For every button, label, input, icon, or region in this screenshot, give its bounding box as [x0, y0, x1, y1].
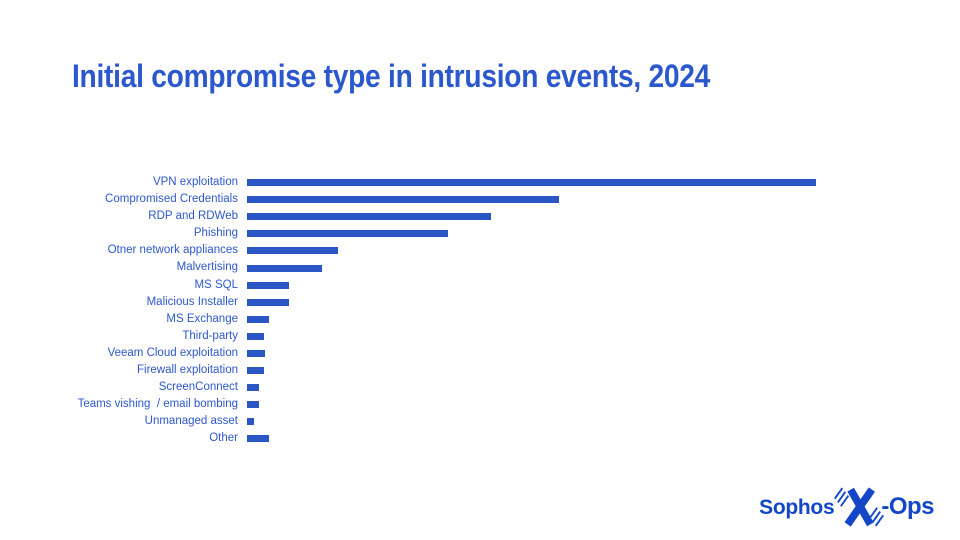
chart-row: Malvertising	[0, 259, 960, 276]
category-label: Otner network appliances	[107, 244, 238, 257]
category-label: ScreenConnect	[158, 381, 238, 394]
chart-row: Third-party	[0, 328, 960, 345]
logo-ops-text: -Ops	[881, 493, 934, 520]
logo-sophos-text: Sophos	[759, 495, 835, 519]
category-label: Other	[209, 432, 238, 445]
sophos-xops-logo: Sophos -Ops	[759, 487, 934, 527]
chart-row: MS SQL	[0, 277, 960, 294]
bar	[247, 213, 491, 221]
chart-row: MS Exchange	[0, 311, 960, 328]
category-label: Compromised Credentials	[105, 193, 238, 206]
chart-row: Compromised Credentials	[0, 191, 960, 208]
chart-row: Unmanaged asset	[0, 413, 960, 430]
bar	[247, 401, 259, 409]
category-label: Malvertising	[176, 261, 238, 274]
bar	[247, 247, 338, 255]
chart-row: Malicious Installer	[0, 294, 960, 311]
category-label: Phishing	[193, 227, 238, 240]
chart-rows: VPN exploitation Compromised Credentials R…	[0, 174, 960, 448]
bar	[247, 418, 254, 426]
category-label: Firewall exploitation	[137, 364, 238, 377]
category-label: MS SQL	[194, 278, 238, 291]
chart-row: VPN exploitation	[0, 174, 960, 191]
bar	[247, 332, 264, 340]
chart-row: RDP and RDWeb	[0, 208, 960, 225]
bar	[247, 264, 322, 272]
chart-row: Teams vishing / email bombing	[0, 396, 960, 413]
bar-chart: VPN exploitation Compromised Credentials R…	[0, 174, 960, 448]
chart-row: Phishing	[0, 225, 960, 242]
bar	[247, 196, 559, 204]
category-label: VPN exploitation	[152, 176, 238, 188]
bar	[247, 230, 448, 238]
bar	[247, 298, 289, 306]
bar	[247, 281, 289, 289]
bar	[247, 315, 269, 323]
chart-row: Firewall exploitation	[0, 362, 960, 379]
bar	[247, 349, 265, 357]
category-label: Unmanaged asset	[144, 415, 238, 428]
bar	[247, 384, 259, 392]
x-ops-x-icon	[834, 487, 885, 527]
bar	[247, 179, 816, 187]
chart-row: ScreenConnect	[0, 379, 960, 396]
bar	[247, 435, 269, 443]
category-label: RDP and RDWeb	[148, 210, 238, 223]
category-label: Veeam Cloud exploitation	[107, 346, 238, 359]
chart-row: Otner network appliances	[0, 242, 960, 259]
chart-row: Veeam Cloud exploitation	[0, 345, 960, 362]
category-label: Malicious Installer	[146, 295, 238, 308]
chart-title: Initial compromise type in intrusion eve…	[72, 58, 711, 94]
category-label: MS Exchange	[166, 312, 238, 325]
category-label: Third-party	[182, 329, 238, 342]
bar	[247, 367, 264, 375]
chart-row: Other	[0, 430, 960, 447]
category-label: Teams vishing / email bombing	[77, 398, 238, 411]
